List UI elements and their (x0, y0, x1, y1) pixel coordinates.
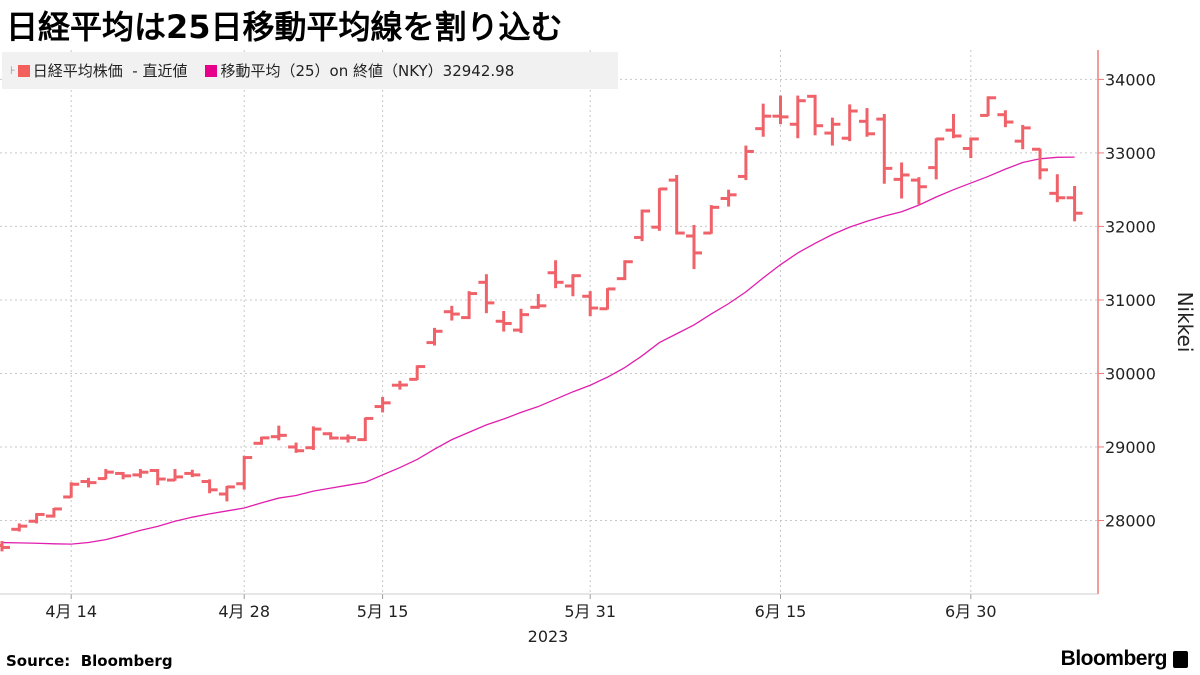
ohlc-bar (841, 104, 858, 142)
x-axis: 4月 14 4月 28 5月 15 5月 31 6月 15 6月 30 2023 (0, 593, 1098, 646)
ohlc-bar (876, 113, 893, 184)
ohlc-bar (45, 507, 62, 518)
ohlc-bar (564, 274, 581, 297)
legend-label-nikkei: 日経平均株価 - 直近値 (32, 62, 188, 80)
x-tick-label: 6月 15 (755, 602, 807, 621)
legend-swatch-moving-average (205, 64, 218, 77)
ohlc-bar (668, 174, 685, 235)
ohlc-bar (305, 426, 322, 450)
ohlc-bar (270, 425, 287, 441)
ohlc-bar (720, 189, 737, 207)
y-tick-label: 34000 (1105, 70, 1156, 89)
ohlc-bar (997, 110, 1014, 128)
ohlc-bar (703, 205, 720, 235)
ohlc-bar (357, 416, 374, 442)
y-axis-label: Nikkei (1173, 292, 1197, 353)
ohlc-bar (634, 209, 651, 242)
ohlc-bar (288, 442, 305, 453)
ohlc-bar (651, 187, 668, 231)
bloomberg-logo: Bloomberg (1061, 647, 1188, 671)
ohlc-bar (859, 108, 875, 137)
ohlc-bar (11, 523, 28, 532)
source-note: Source: Bloomberg (6, 652, 173, 670)
ohlc-bar (962, 137, 979, 159)
ohlc-bar (513, 308, 529, 334)
ohlc-bar (910, 177, 927, 205)
ohlc-bar (755, 103, 772, 137)
y-tick-label: 32000 (1105, 217, 1156, 236)
ohlc-bar (443, 305, 460, 321)
ohlc-bar (28, 512, 45, 524)
x-tick-label: 6月 30 (945, 602, 997, 621)
x-tick-label: 5月 15 (357, 602, 409, 621)
y-tick-label: 30000 (1105, 364, 1156, 383)
ohlc-bar (322, 432, 339, 440)
ohlc-bar (426, 327, 443, 346)
ohlc-bar (132, 469, 149, 478)
y-tick-label: 28000 (1105, 511, 1156, 530)
ohlc-bar (218, 485, 235, 502)
ohlc-bar (789, 95, 806, 139)
x-tick-label: 5月 31 (564, 602, 616, 621)
ohlc-bar (928, 137, 945, 180)
legend: ⊦ 日経平均株価 - 直近値 移動平均（25）on 終値（NKY）32942.9… (2, 52, 618, 89)
ohlc-bar (807, 94, 824, 136)
ohlc-bar (1032, 147, 1048, 180)
ohlc-bar (1066, 186, 1083, 222)
bloomberg-terminal-icon (1173, 650, 1188, 668)
ohlc-bar (945, 113, 962, 139)
logo-text: Bloomberg (1060, 647, 1168, 670)
y-tick-label: 31000 (1105, 291, 1156, 310)
ohlc-bar (97, 469, 114, 481)
moving-average-series (1, 156, 1075, 545)
ohlc-bar (201, 479, 218, 494)
y-tick-label: 29000 (1105, 438, 1156, 457)
legend-label-moving-average: 移動平均（25）on 終値（NKY）32942.98 (220, 62, 515, 80)
ohlc-bar (409, 365, 426, 381)
ohlc-bar (1049, 174, 1066, 203)
ohlc-bar (80, 477, 97, 488)
ohlc-bars (0, 94, 1083, 552)
ohlc-bar (686, 224, 702, 270)
ohlc-bar (599, 287, 616, 311)
ohlc-bar (980, 96, 997, 117)
ohlc-bar (824, 117, 841, 146)
ohlc-bar (374, 396, 391, 413)
x-tick-label: 4月 14 (45, 602, 97, 621)
ohlc-bar (478, 274, 495, 314)
ohlc-bar (530, 294, 547, 309)
ohlc-bar (461, 291, 478, 320)
chart-title: 日経平均は25日移動平均線を割り込む (6, 8, 563, 46)
ohlc-bar (253, 436, 270, 445)
ohlc-bar (582, 291, 599, 317)
ohlc-bar (115, 471, 132, 480)
ohlc-bar (893, 162, 910, 199)
grid-lines (0, 50, 1098, 594)
moving-average-line (1, 156, 1075, 545)
ohlc-bar (0, 541, 10, 552)
y-tick-label: 33000 (1105, 144, 1156, 163)
ohlc-bar (340, 434, 356, 443)
legend-swatch-nikkei (17, 64, 30, 77)
y-axis: 28000 29000 30000 31000 32000 33000 34000 Nikke… (1097, 50, 1197, 594)
ohlc-bar (772, 95, 789, 125)
x-tick-label: 4月 28 (218, 602, 270, 621)
ohlc-bar (236, 455, 253, 490)
ohlc-bar (616, 260, 633, 281)
ohlc-bar-icon: ⊦ (10, 64, 16, 77)
ohlc-bar (737, 145, 754, 181)
ohlc-bar (495, 310, 512, 332)
ohlc-bar (149, 468, 166, 486)
ohlc-bar (63, 482, 80, 499)
ohlc-bar (391, 380, 408, 390)
ohlc-bar (547, 260, 564, 289)
x-year-label: 2023 (528, 627, 569, 646)
ohlc-bar (184, 469, 201, 478)
ohlc-bar (167, 469, 183, 482)
ohlc-bar (1014, 124, 1031, 150)
